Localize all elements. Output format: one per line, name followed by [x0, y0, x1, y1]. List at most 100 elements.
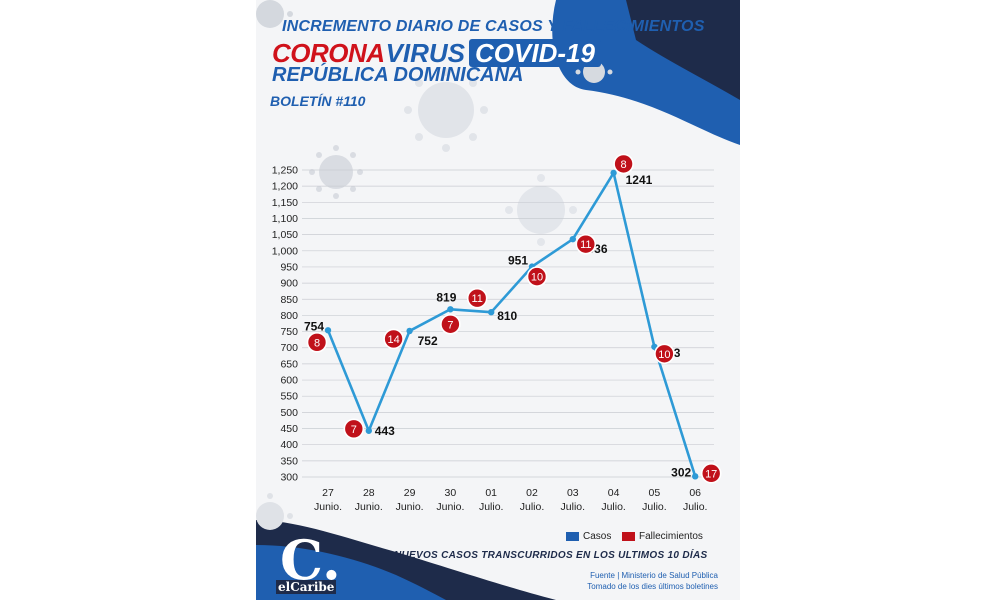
y-tick-label: 1,000 [272, 245, 298, 257]
logo-letter: C. [280, 528, 341, 592]
legend-fallecimientos-swatch [622, 532, 635, 541]
casos-data-point [324, 327, 332, 334]
x-tick-label: 04 [608, 487, 620, 499]
fallecimientos-label: 8 [621, 159, 627, 171]
casos-data-point [406, 327, 413, 335]
casos-data-point [692, 473, 699, 480]
virus-icon [505, 174, 577, 246]
y-tick-label: 750 [280, 326, 298, 338]
legend-casos-swatch [566, 532, 579, 541]
x-tick-label: Junio. [355, 501, 383, 513]
casos-data-point [569, 235, 576, 243]
casos-data-point [447, 306, 454, 313]
casos-data-label: 1241 [626, 173, 653, 187]
fallecimientos-badge [383, 328, 404, 350]
fallecimientos-label: 17 [705, 468, 717, 480]
x-tick-label: 29 [404, 487, 416, 499]
logo-wordmark: elCaribe [276, 580, 337, 594]
fallecimientos-badge [466, 287, 488, 309]
fallecimientos-label: 10 [531, 272, 543, 284]
virus-icon [256, 493, 293, 530]
y-tick-label: 500 [280, 407, 298, 419]
y-tick-label: 600 [280, 375, 298, 387]
y-tick-label: 950 [280, 261, 298, 273]
x-tick-label: 30 [445, 487, 457, 499]
casos-data-label: 302 [671, 465, 691, 479]
x-tick-label: Julio. [642, 501, 667, 513]
x-tick-label: 03 [567, 487, 579, 499]
y-tick-label: 350 [280, 455, 298, 467]
y-tick-label: 1,200 [272, 181, 298, 193]
y-tick-label: 650 [280, 358, 298, 370]
x-tick-label: 05 [649, 487, 661, 499]
x-tick-label: 06 [689, 487, 701, 499]
y-tick-label: 700 [280, 342, 298, 354]
fallecimientos-badge [575, 233, 597, 255]
casos-data-point [610, 169, 617, 177]
background-decoration [256, 0, 740, 600]
title-line2: CORONAVIRUS COVID-19 [272, 38, 601, 69]
y-tick-label: 800 [280, 310, 298, 322]
y-tick-label: 1,050 [272, 229, 298, 241]
fallecimientos-label: 11 [471, 293, 482, 305]
fallecimientos-badge [526, 266, 548, 287]
fallecimientos-label: 8 [314, 337, 320, 349]
country-title: REPÚBLICA DOMINICANA [272, 64, 524, 86]
x-tick-label: Julio. [683, 501, 708, 513]
y-tick-label: 850 [280, 294, 298, 306]
x-tick-label: Julio. [601, 501, 626, 513]
y-tick-label: 1,250 [272, 165, 298, 177]
legend-fallecimientos-label: Fallecimientos [639, 531, 703, 542]
footer-note: NUEVOS CASOS TRANSCURRIDOS EN LOS ULTIMO… [394, 550, 708, 561]
x-tick-label: Julio. [520, 501, 545, 513]
title-covid-badge: COVID-19 [469, 39, 601, 67]
fallecimientos-label: 11 [580, 239, 591, 251]
title-corona: CORONA [272, 38, 385, 68]
title-virus: VIRUS [385, 38, 466, 68]
casos-series-line [326, 171, 697, 477]
y-tick-label: 550 [280, 391, 298, 403]
x-tick-label: Junio. [396, 501, 424, 513]
x-tick-label: 02 [526, 487, 538, 499]
fallecimientos-badge [306, 331, 328, 353]
fallecimientos-label: 14 [387, 334, 399, 346]
fallecimientos-badge [700, 463, 722, 484]
line-chart: 300 350 400 450 500 550 600 650 700 750 800 850 900 9… [272, 153, 722, 513]
top-right-wave-dark [626, 0, 740, 100]
virus-icon [256, 0, 293, 28]
title-line1: INCREMENTO DIARIO DE CASOS Y FALLECIMIEN… [282, 18, 705, 35]
fallecimientos-badge [343, 418, 365, 440]
fallecimientos-label: 10 [658, 349, 670, 361]
y-tick-label: 1,150 [272, 197, 298, 209]
y-tick-label: 450 [280, 423, 298, 435]
x-tick-label: Junio. [436, 501, 464, 513]
fallecimientos-badge [654, 343, 675, 365]
casos-data-point [488, 308, 495, 316]
fallecimientos-badge [440, 313, 461, 335]
x-tick-label: Julio. [561, 501, 586, 513]
fallecimientos-label: 7 [351, 424, 357, 436]
virus-icon [404, 68, 488, 152]
y-tick-label: 1,100 [272, 213, 298, 225]
bulletin-number: BOLETÍN #110 [270, 93, 366, 109]
source-line1: Fuente | Ministerio de Salud Pública [590, 571, 718, 580]
casos-data-label: 443 [375, 424, 395, 438]
x-tick-label: 01 [485, 487, 497, 499]
casos-data-point [365, 427, 372, 434]
legend-casos-label: Casos [583, 531, 612, 542]
legend-casos: Casos [566, 531, 611, 542]
infographic-poster: INCREMENTO DIARIO DE CASOS Y FALLECIMIEN… [256, 0, 740, 600]
x-tick-label: 28 [363, 487, 375, 499]
source-line2: Tomado de los dies últimos boletines [587, 582, 718, 591]
y-tick-label: 400 [280, 439, 298, 451]
virus-icon [309, 145, 363, 199]
fallecimientos-badge [613, 153, 634, 175]
fallecimientos-label: 7 [447, 319, 453, 331]
x-tick-label: 27 [322, 487, 334, 499]
x-tick-label: Julio. [479, 501, 504, 513]
casos-data-label: 810 [497, 309, 517, 323]
y-tick-label: 300 [280, 472, 298, 484]
casos-data-label: 752 [418, 334, 438, 348]
legend-fallecimientos: Fallecimientos [622, 531, 703, 542]
casos-data-label: 754 [304, 319, 324, 333]
